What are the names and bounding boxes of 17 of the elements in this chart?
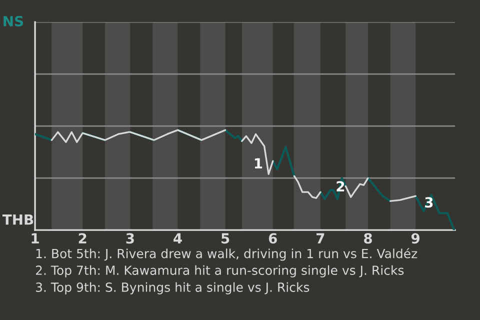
x-tick-label: 7: [316, 233, 324, 244]
x-tick-label: 6: [268, 233, 277, 244]
text: NS: [4, 16, 24, 26]
x-tick-label: 1: [32, 233, 39, 244]
annotation: 3: [425, 197, 433, 208]
text: THB: [2, 214, 34, 225]
x-tick-label: 4: [174, 233, 182, 244]
text: 2. Top 7th: M. Kawamura hit a run-scoring single vs J. Ricks: [36, 265, 404, 278]
x-tick-label: 9: [411, 233, 420, 244]
annotation: 1: [254, 158, 262, 168]
text: 1. Bot 5th: J. Rivera drew a walk, driving in 1 run vs E. Valdéz: [36, 248, 418, 261]
x-tick-label: 2: [78, 233, 86, 244]
text: 3. Top 9th: S. Bynings hit a single vs J. Ricks: [36, 282, 310, 294]
x-tick-label: 8: [364, 233, 372, 244]
x-tick-label: 3: [126, 233, 134, 244]
x-tick-label: 5: [222, 233, 230, 244]
annotation: 2: [336, 181, 344, 192]
